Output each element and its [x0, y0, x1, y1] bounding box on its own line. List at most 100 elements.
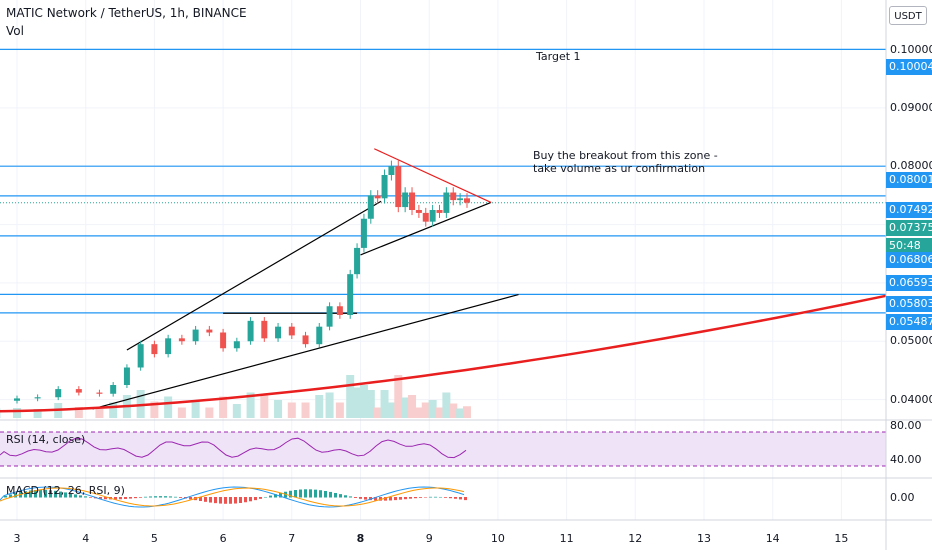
- macd-histogram-bar: [394, 497, 397, 501]
- volume-bar: [366, 390, 375, 418]
- price-label: 0.08001: [886, 172, 932, 188]
- candle-body: [457, 198, 464, 201]
- macd-histogram-bar: [39, 489, 42, 498]
- volume-bar: [353, 387, 362, 418]
- volume-bar: [260, 395, 269, 418]
- macd-histogram-bar: [329, 491, 332, 498]
- macd-histogram-bar: [119, 497, 122, 500]
- candle-body: [288, 326, 295, 336]
- macd-histogram-bar: [234, 497, 237, 504]
- volume-bar: [301, 402, 310, 418]
- macd-histogram-bar: [349, 496, 352, 498]
- volume-bar: [462, 406, 471, 418]
- candle-body: [14, 398, 20, 401]
- x-tick-label: 6: [219, 532, 227, 545]
- macd-line: [0, 486, 465, 508]
- currency-button[interactable]: USDT: [889, 6, 927, 25]
- volume-bar: [428, 400, 437, 418]
- candle-body: [137, 344, 144, 368]
- macd-histogram-bar: [369, 497, 372, 501]
- macd-histogram-bar: [274, 494, 277, 498]
- candle-body: [96, 392, 103, 394]
- macd-histogram-bar: [79, 495, 82, 498]
- macd-histogram-bar: [54, 490, 57, 498]
- macd-histogram-bar: [294, 490, 297, 498]
- candle-body: [233, 341, 240, 349]
- macd-histogram-bar: [444, 497, 447, 498]
- candle-body: [275, 326, 282, 339]
- macd-histogram-bar: [154, 496, 157, 498]
- price-label: 50:48: [886, 238, 932, 254]
- volume-bar: [33, 409, 42, 418]
- x-tick-label: 12: [628, 532, 643, 545]
- macd-histogram-bar: [389, 497, 392, 501]
- candle-body: [409, 192, 416, 210]
- candle-body: [165, 338, 172, 355]
- macd-histogram-bar: [439, 496, 442, 498]
- price-label: 0.05487: [886, 314, 932, 330]
- volume-bar: [95, 409, 104, 418]
- volume-bar: [219, 396, 228, 418]
- volume-bar: [315, 395, 324, 418]
- macd-histogram-bar: [364, 497, 367, 500]
- volume-bar: [164, 396, 173, 418]
- macd-histogram-bar: [399, 497, 402, 500]
- macd-histogram-bar: [239, 497, 242, 503]
- candle-body: [302, 335, 309, 345]
- macd-histogram-bar: [9, 494, 12, 498]
- macd-histogram-bar: [129, 497, 132, 499]
- macd-histogram-bar: [179, 497, 182, 498]
- x-tick-label: 7: [288, 532, 296, 545]
- macd-histogram-bar: [84, 496, 87, 498]
- volume-bar: [346, 375, 355, 418]
- macd-histogram-bar: [269, 495, 272, 498]
- y-tick-label: 0.10000: [890, 42, 932, 56]
- macd-histogram-bar: [104, 497, 107, 500]
- macd-histogram-bar: [74, 494, 77, 498]
- candle-body: [395, 166, 402, 208]
- x-tick-label: 5: [150, 532, 158, 545]
- macd-histogram-bar: [189, 497, 192, 500]
- macd-label[interactable]: MACD (12, 26, RSI, 9): [6, 484, 125, 497]
- candle-body: [463, 198, 470, 203]
- volume-bar: [456, 408, 465, 418]
- volume-bar: [287, 402, 296, 418]
- rsi-line: [0, 437, 467, 459]
- macd-histogram-bar: [259, 497, 262, 499]
- rsi-band: [0, 432, 886, 466]
- trend-line: [360, 201, 492, 256]
- macd-histogram-bar: [99, 497, 102, 499]
- macd-histogram-bar: [339, 494, 342, 498]
- price-label: 0.10004: [886, 59, 932, 75]
- rsi-label[interactable]: RSI (14, close): [6, 433, 86, 446]
- volume-bar: [442, 392, 451, 418]
- macd-pane: [0, 486, 467, 508]
- x-tick-label: 11: [559, 532, 574, 545]
- volume-bar: [435, 407, 444, 418]
- candle-body: [336, 306, 343, 315]
- x-tick-label: 9: [425, 532, 433, 545]
- macd-histogram-bar: [309, 489, 312, 498]
- price-label: 0.06806: [886, 252, 932, 268]
- trend-line: [126, 200, 382, 351]
- macd-histogram-bar: [229, 497, 232, 504]
- candle-body: [374, 195, 381, 199]
- macd-histogram-bar: [224, 497, 227, 504]
- x-tick-label: 3: [13, 532, 21, 545]
- volume-bar: [359, 385, 368, 418]
- macd-histogram-bar: [49, 490, 52, 498]
- candle-body: [220, 332, 227, 349]
- macd-histogram-bar: [464, 497, 467, 501]
- macd-histogram-bar: [354, 497, 357, 498]
- volume-bar: [408, 395, 417, 418]
- candle-body: [429, 210, 436, 222]
- macd-histogram-bar: [429, 496, 432, 498]
- volume-bar: [232, 404, 241, 418]
- candle-body: [388, 166, 395, 175]
- macd-histogram-bar: [139, 497, 142, 498]
- horizontal-levels: [0, 48, 886, 314]
- volume-bar: [380, 390, 389, 418]
- volume-bar: [205, 407, 214, 418]
